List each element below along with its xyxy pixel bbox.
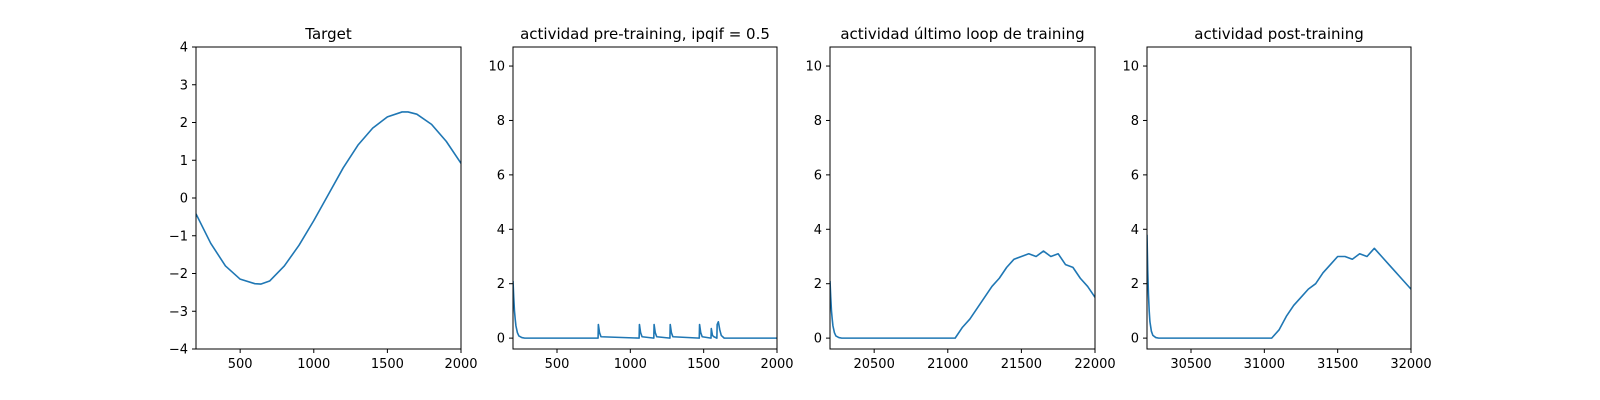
y-tick-label: 6 (1131, 168, 1139, 183)
y-tick-label: 1 (180, 154, 188, 169)
chart-panel-4: actividad post-training 30500 31000 31500 32… (1122, 25, 1431, 372)
chart-title: actividad pre-training, ipqif = 0.5 (520, 25, 770, 43)
y-tick-label: 10 (1122, 60, 1139, 75)
x-tick-label: 22000 (1074, 357, 1115, 372)
y-tick-label: 2 (1131, 277, 1139, 292)
x-tick-label: 2000 (760, 357, 793, 372)
chart-panel-2: actividad pre-training, ipqif = 0.5 500 10… (488, 25, 793, 372)
chart-panel-1: Target 500 1000 1500 2000 −4 −3 −2 −1 0 1 2 3 4 (169, 25, 478, 372)
x-tick-label: 20500 (853, 357, 894, 372)
axes-frame (829, 46, 1096, 350)
axes-frame (1146, 46, 1412, 350)
y-tick-label: 0 (497, 332, 505, 347)
chart-title: actividad post-training (1194, 25, 1363, 43)
series-line (830, 250, 1095, 339)
y-tick-label: 2 (497, 277, 505, 292)
y-tick-label: 8 (497, 114, 505, 129)
y-tick-label: 0 (814, 332, 822, 347)
y-tick-label: 6 (814, 168, 822, 183)
x-tick-label: 500 (228, 357, 253, 372)
x-tick-label: 1000 (614, 357, 647, 372)
x-tick-label: 30500 (1170, 357, 1211, 372)
y-tick-label: −2 (169, 267, 188, 282)
x-tick-label: 1500 (371, 357, 404, 372)
chart-title: Target (304, 25, 352, 43)
axes-frame (195, 46, 462, 350)
y-tick-label: 8 (1131, 114, 1139, 129)
y-tick-label: 0 (1131, 332, 1139, 347)
x-tick-label: 1500 (687, 357, 720, 372)
y-tick-label: 4 (180, 41, 188, 56)
y-tick-label: 6 (497, 168, 505, 183)
y-tick-label: −1 (169, 229, 188, 244)
series-line (196, 111, 461, 285)
x-tick-label: 2000 (444, 357, 477, 372)
y-tick-label: −3 (169, 305, 188, 320)
y-tick-label: 0 (180, 192, 188, 207)
axes-frame (512, 46, 778, 350)
y-tick-label: −4 (169, 343, 188, 358)
y-tick-label: 10 (805, 60, 822, 75)
y-tick-label: 8 (814, 114, 822, 129)
y-tick-label: 2 (180, 116, 188, 131)
x-tick-label: 31000 (1244, 357, 1285, 372)
x-tick-label: 31500 (1317, 357, 1358, 372)
x-tick-label: 21500 (1001, 357, 1042, 372)
x-tick-label: 1000 (297, 357, 330, 372)
x-tick-label: 500 (545, 357, 570, 372)
series-line (513, 280, 777, 339)
y-tick-label: 4 (1131, 223, 1139, 238)
y-tick-label: 3 (180, 78, 188, 93)
y-tick-label: 2 (814, 277, 822, 292)
x-tick-label: 32000 (1390, 357, 1431, 372)
y-tick-label: 10 (488, 60, 505, 75)
chart-title: actividad último loop de training (840, 25, 1084, 43)
y-tick-label: 4 (814, 223, 822, 238)
series-line (1147, 234, 1411, 339)
x-tick-label: 21000 (927, 357, 968, 372)
y-tick-label: 4 (497, 223, 505, 238)
